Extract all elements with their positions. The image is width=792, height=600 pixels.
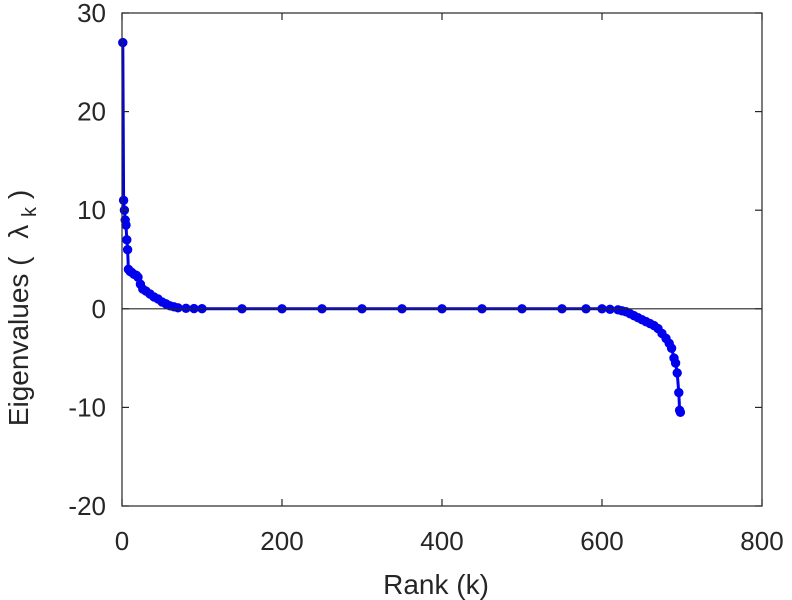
y-axis-label-text: Eigenvalues ( <box>3 256 34 426</box>
data-point <box>118 195 129 206</box>
y-axis-label-symbol: λ <box>3 225 34 239</box>
y-tick-label: -20 <box>68 491 106 521</box>
x-axis-label: Rank (k) <box>383 569 489 600</box>
axes-box <box>121 12 763 507</box>
y-axis-label-subscript: k <box>19 206 41 217</box>
x-tick-label: 200 <box>260 526 303 556</box>
data-point <box>122 235 132 245</box>
y-axis-label-close: ) <box>3 190 34 199</box>
x-tick-label: 800 <box>740 526 783 556</box>
data-point <box>122 244 133 255</box>
y-tick-label: 10 <box>77 195 106 225</box>
data-point <box>672 368 682 378</box>
x-tick-label: 0 <box>115 526 129 556</box>
data-point <box>173 303 183 313</box>
data-point <box>121 220 131 230</box>
x-tick-label: 600 <box>580 526 623 556</box>
plot-area <box>118 37 686 418</box>
data-point <box>666 343 677 353</box>
axes: 0 200 400 600 800 -20 -10 0 10 20 30 <box>68 0 783 556</box>
x-tick-label: 400 <box>420 526 463 556</box>
data-point <box>675 407 686 418</box>
y-tick-label: 20 <box>77 97 106 127</box>
data-point <box>674 387 684 398</box>
y-tick-label: 30 <box>77 0 106 28</box>
data-point <box>118 37 128 48</box>
y-tick-label: -10 <box>68 392 106 422</box>
y-tick-label: 0 <box>92 294 106 324</box>
series-line <box>121 42 682 413</box>
y-axis-label: Eigenvalues ( λ k ) <box>3 190 42 426</box>
data-point <box>670 358 681 368</box>
